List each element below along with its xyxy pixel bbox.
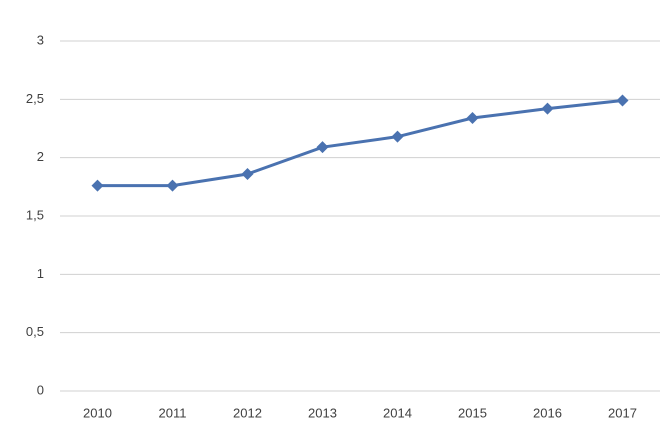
x-tick-label: 2014	[383, 405, 412, 420]
y-tick-label: 2,5	[26, 91, 44, 106]
x-tick-label: 2016	[533, 405, 562, 420]
marker	[166, 179, 179, 192]
x-tick-label: 2011	[159, 405, 187, 420]
y-tick-label: 1	[37, 266, 44, 281]
x-tick-label: 2017	[608, 405, 637, 420]
marker	[541, 102, 554, 115]
marker	[391, 130, 404, 143]
x-tick-label: 2010	[83, 405, 112, 420]
y-tick-label: 0	[37, 382, 44, 397]
y-tick-label: 0,5	[26, 324, 44, 339]
marker	[466, 112, 479, 124]
marker	[91, 179, 104, 192]
x-tick-label: 2012	[233, 405, 262, 420]
marker	[316, 141, 329, 154]
y-tick-label: 2	[37, 149, 44, 164]
x-tick-label: 2015	[458, 405, 487, 420]
marker	[241, 168, 254, 180]
marker	[616, 94, 629, 107]
line	[97, 99, 623, 188]
y-tick-label: 3	[37, 32, 44, 47]
y-tick-label: 1,5	[26, 207, 44, 222]
x-tick-label: 2013	[308, 405, 337, 420]
